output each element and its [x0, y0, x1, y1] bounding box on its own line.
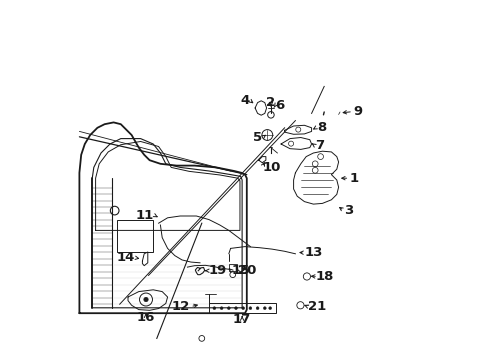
- Circle shape: [256, 307, 259, 310]
- FancyBboxPatch shape: [229, 264, 237, 271]
- Text: 18: 18: [316, 270, 334, 283]
- Text: 10: 10: [262, 161, 281, 174]
- Circle shape: [213, 307, 216, 310]
- Circle shape: [220, 307, 223, 310]
- Text: 12: 12: [172, 300, 190, 313]
- Text: 4: 4: [240, 94, 249, 107]
- Text: 8: 8: [317, 121, 326, 134]
- Text: 2: 2: [267, 96, 275, 109]
- Text: 16: 16: [137, 311, 155, 324]
- Circle shape: [269, 307, 271, 310]
- Circle shape: [227, 307, 230, 310]
- Circle shape: [263, 307, 266, 310]
- Circle shape: [235, 307, 238, 310]
- FancyBboxPatch shape: [117, 220, 153, 252]
- Text: 11: 11: [136, 209, 154, 222]
- Text: 7: 7: [315, 139, 324, 152]
- Text: 19: 19: [208, 264, 226, 277]
- Text: 13: 13: [305, 246, 323, 259]
- Text: 5: 5: [253, 131, 262, 144]
- Circle shape: [242, 307, 245, 310]
- Text: 9: 9: [353, 105, 362, 118]
- Text: 6: 6: [275, 99, 285, 112]
- Text: 14: 14: [117, 251, 135, 264]
- Circle shape: [144, 297, 148, 302]
- Text: 3: 3: [344, 204, 353, 217]
- Text: 17: 17: [233, 313, 251, 326]
- FancyBboxPatch shape: [209, 303, 275, 313]
- Text: 21: 21: [308, 300, 327, 313]
- Text: 1: 1: [349, 172, 359, 185]
- Text: 20: 20: [238, 264, 256, 277]
- Circle shape: [249, 307, 252, 310]
- Text: 15: 15: [231, 264, 249, 277]
